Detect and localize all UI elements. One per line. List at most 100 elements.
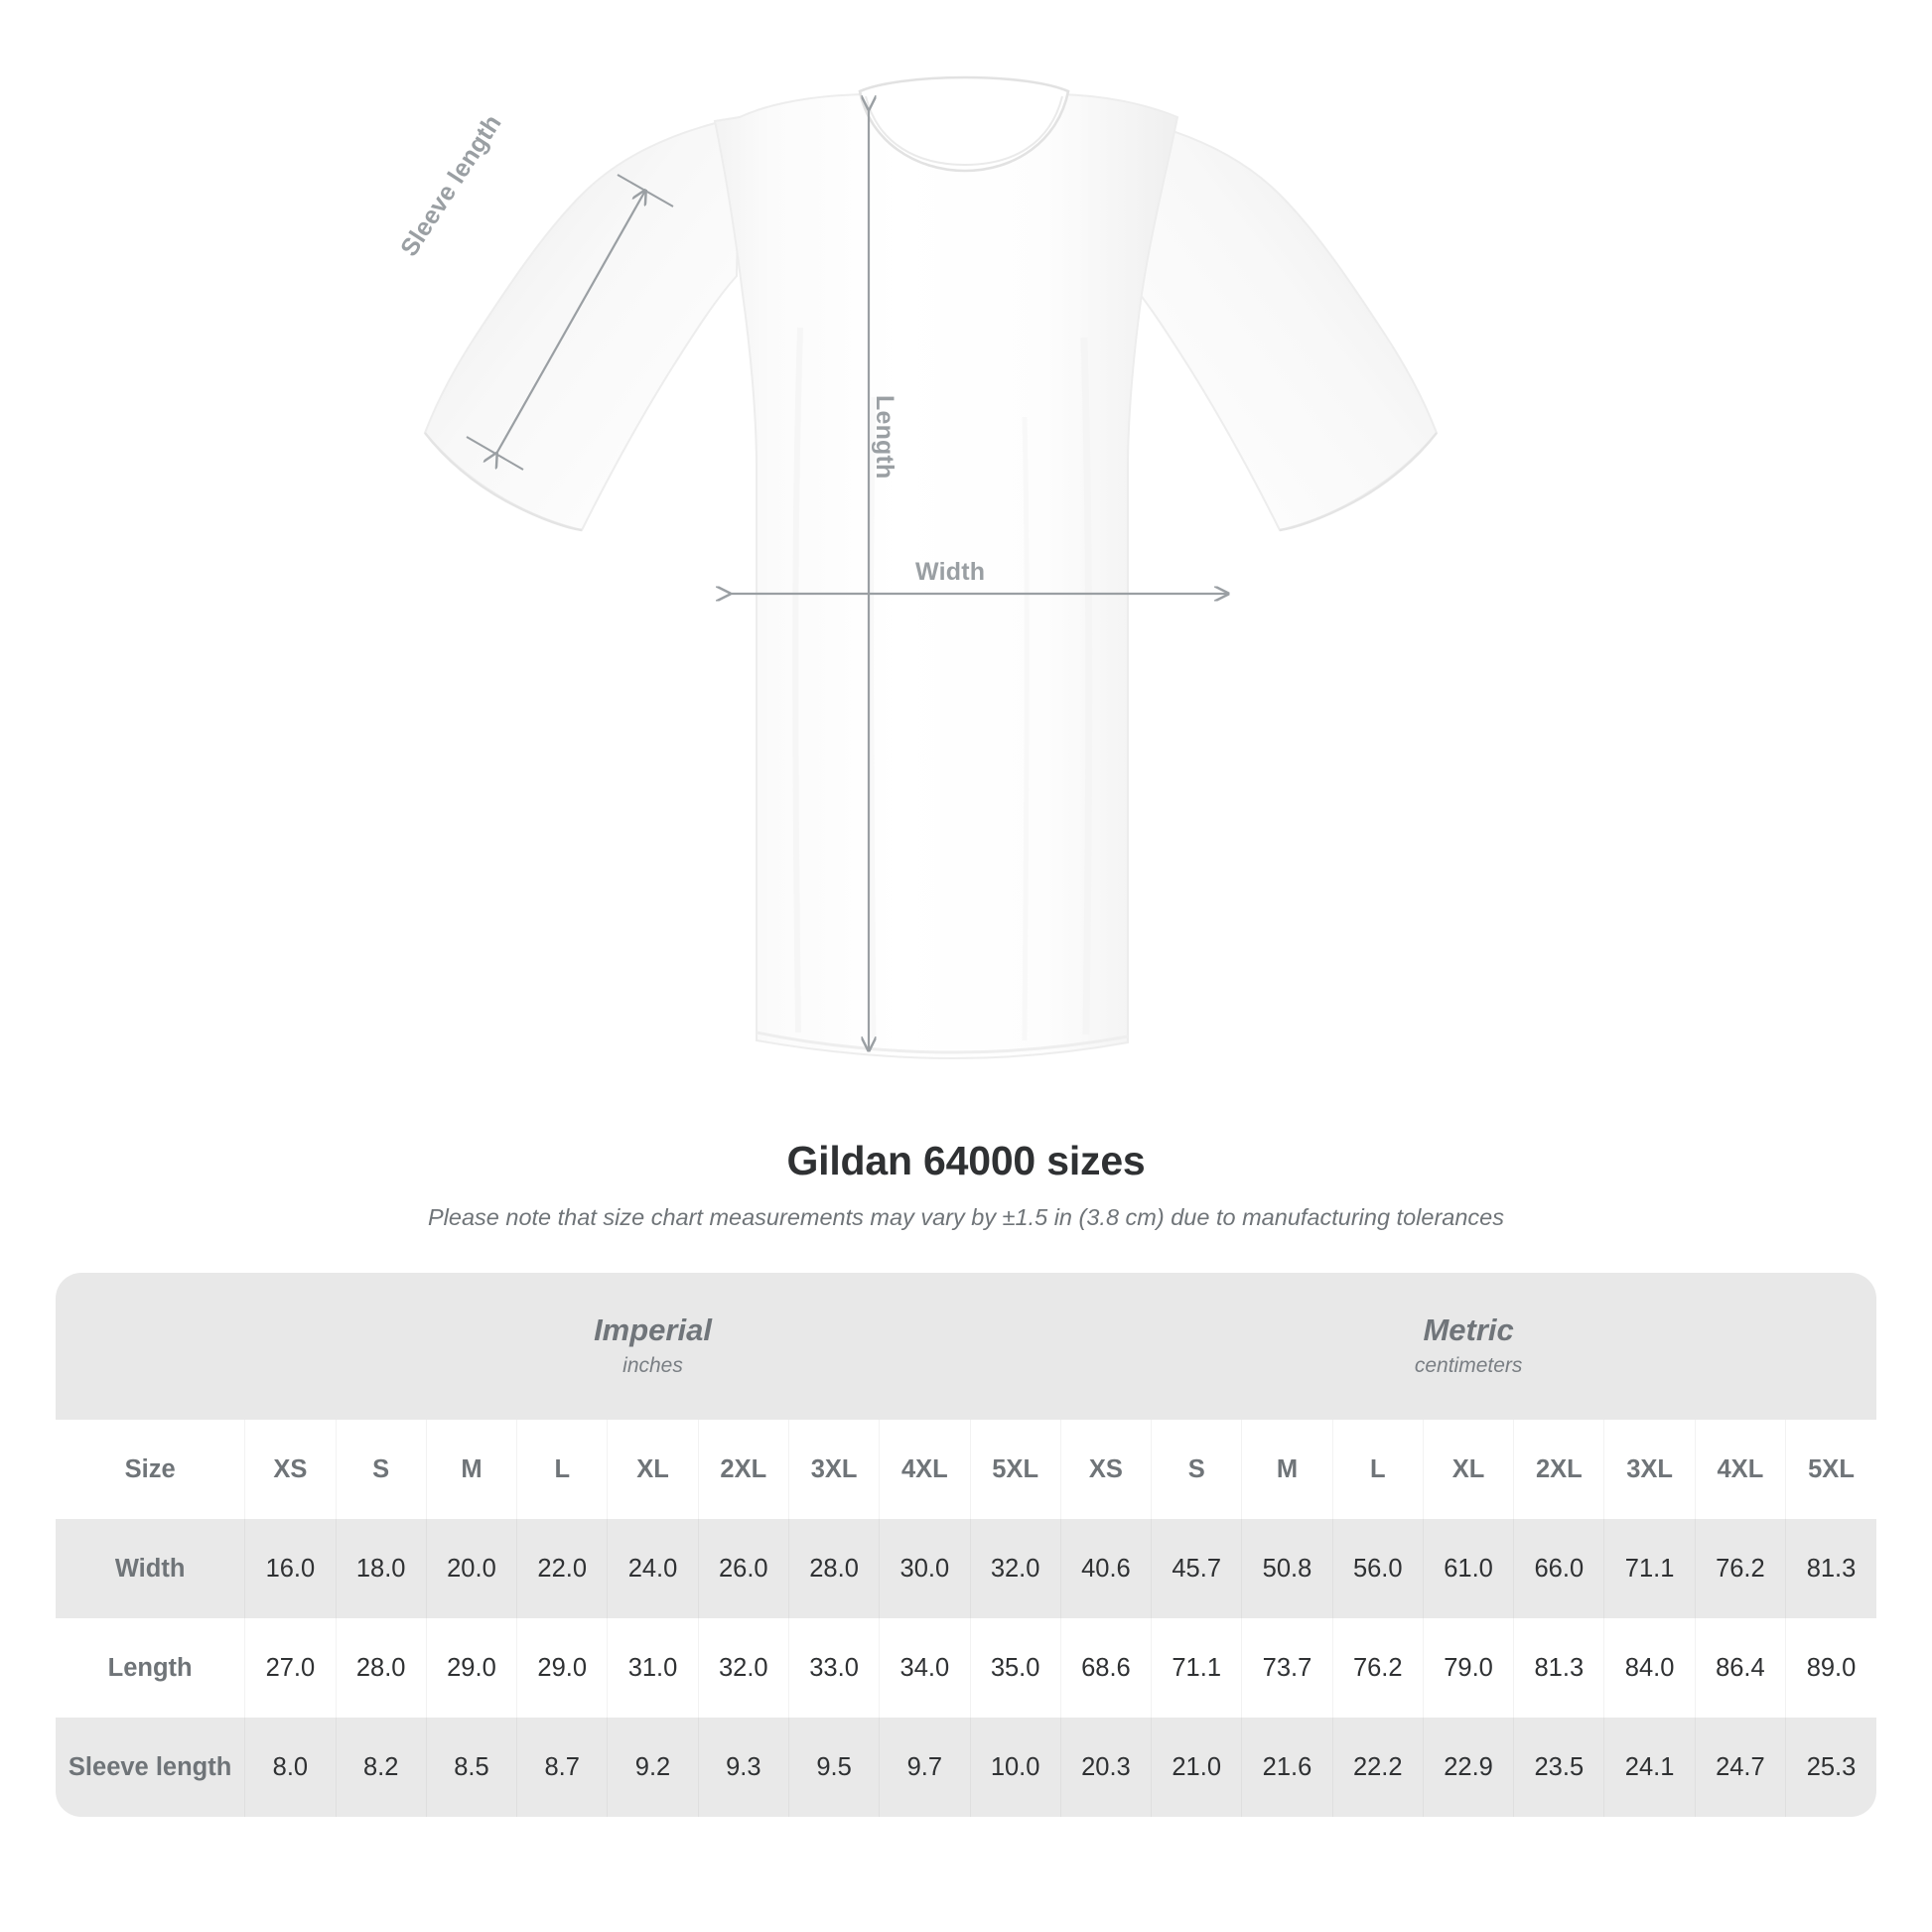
cell-width-metric-m: 50.8 (1241, 1519, 1333, 1618)
cell-width-imperial-xs: 16.0 (244, 1519, 337, 1618)
cell-length-imperial-4xl: 34.0 (879, 1618, 970, 1718)
size-header-row: Size XS S M L XL 2XL 3XL 4XL 5XL XS S M L XL 2XL 3XL 4XL 5… (56, 1420, 1876, 1519)
cell-sleeve-length-imperial-4xl: 9.7 (879, 1718, 970, 1817)
size-column-header-imperial-3xl: 3XL (787, 1420, 880, 1519)
size-column-header-imperial-s: S (335, 1420, 427, 1519)
unit-group-imperial: Imperial inches (244, 1273, 1061, 1420)
cell-width-imperial-3xl: 28.0 (787, 1519, 880, 1618)
row-header-length: Length (56, 1618, 245, 1718)
cell-sleeve-length-metric-xs: 20.3 (1059, 1718, 1152, 1817)
size-column-header-imperial-m: M (425, 1420, 517, 1519)
cell-sleeve-length-metric-s: 21.0 (1151, 1718, 1242, 1817)
cell-length-metric-4xl: 86.4 (1694, 1618, 1786, 1718)
cell-width-imperial-s: 18.0 (335, 1519, 427, 1618)
cell-sleeve-length-imperial-5xl: 10.0 (969, 1718, 1061, 1817)
cell-length-imperial-5xl: 35.0 (969, 1618, 1061, 1718)
cell-width-imperial-l: 22.0 (516, 1519, 608, 1618)
table-row: Length 27.0 28.0 29.0 29.0 31.0 32.0 33.0 34.0 35… (56, 1618, 1876, 1718)
size-column-header-metric-m: M (1241, 1420, 1333, 1519)
cell-length-imperial-2xl: 32.0 (697, 1618, 789, 1718)
size-column-header-metric-xs: XS (1059, 1420, 1152, 1519)
unit-header-spacer (56, 1273, 245, 1420)
size-column-header-imperial-xl: XL (607, 1420, 699, 1519)
size-column-header-imperial-2xl: 2XL (697, 1420, 789, 1519)
size-column-header-imperial-5xl: 5XL (969, 1420, 1061, 1519)
cell-width-metric-xl: 61.0 (1422, 1519, 1514, 1618)
cell-sleeve-length-metric-l: 22.2 (1331, 1718, 1424, 1817)
row-header-width: Width (56, 1519, 245, 1618)
chart-heading-block: Gildan 64000 sizes Please note that size… (0, 1138, 1932, 1231)
table-row: Sleeve length 8.0 8.2 8.5 8.7 9.2 9.3 9.5 9.7 10.… (56, 1718, 1876, 1817)
row-header-sleeve-length: Sleeve length (56, 1718, 245, 1817)
cell-length-imperial-s: 28.0 (335, 1618, 427, 1718)
cell-sleeve-length-imperial-l: 8.7 (516, 1718, 608, 1817)
size-column-header-metric-xl: XL (1422, 1420, 1514, 1519)
size-column-header-imperial-xs: XS (244, 1420, 337, 1519)
cell-sleeve-length-imperial-s: 8.2 (335, 1718, 427, 1817)
cell-sleeve-length-imperial-xl: 9.2 (607, 1718, 699, 1817)
cell-width-imperial-5xl: 32.0 (969, 1519, 1061, 1618)
cell-sleeve-length-metric-4xl: 24.7 (1694, 1718, 1786, 1817)
cell-length-metric-3xl: 84.0 (1603, 1618, 1696, 1718)
cell-length-imperial-xl: 31.0 (607, 1618, 699, 1718)
cell-sleeve-length-metric-2xl: 23.5 (1513, 1718, 1604, 1817)
cell-length-metric-m: 73.7 (1241, 1618, 1333, 1718)
unit-group-unit: centimeters (1414, 1353, 1523, 1377)
size-column-header-imperial-4xl: 4XL (879, 1420, 970, 1519)
cell-width-metric-l: 56.0 (1331, 1519, 1424, 1618)
tolerance-note: Please note that size chart measurements… (428, 1204, 1504, 1230)
cell-sleeve-length-imperial-3xl: 9.5 (787, 1718, 880, 1817)
table-row: Width 16.0 18.0 20.0 22.0 24.0 26.0 28.0 30.0 32.… (56, 1519, 1876, 1618)
page-title: Gildan 64000 sizes (786, 1138, 1146, 1183)
cell-length-imperial-xs: 27.0 (244, 1618, 337, 1718)
cell-sleeve-length-metric-5xl: 25.3 (1785, 1718, 1876, 1817)
cell-length-metric-5xl: 89.0 (1785, 1618, 1876, 1718)
cell-sleeve-length-imperial-m: 8.5 (425, 1718, 517, 1817)
unit-group-name: Metric (1423, 1311, 1514, 1347)
tshirt-illustration: Sleeve length Length Width (395, 75, 1439, 1060)
cell-length-metric-s: 71.1 (1151, 1618, 1242, 1718)
cell-sleeve-length-metric-xl: 22.9 (1422, 1718, 1514, 1817)
size-column-header-metric-3xl: 3XL (1603, 1420, 1696, 1519)
unit-group-name: Imperial (594, 1311, 712, 1347)
cell-width-imperial-xl: 24.0 (607, 1519, 699, 1618)
cell-width-metric-xs: 40.6 (1059, 1519, 1152, 1618)
cell-sleeve-length-imperial-2xl: 9.3 (697, 1718, 789, 1817)
cell-length-imperial-3xl: 33.0 (787, 1618, 880, 1718)
cell-length-imperial-l: 29.0 (516, 1618, 608, 1718)
size-column-header-metric-l: L (1331, 1420, 1424, 1519)
cell-width-imperial-2xl: 26.0 (697, 1519, 789, 1618)
cell-width-metric-4xl: 76.2 (1694, 1519, 1786, 1618)
size-column-header-metric-4xl: 4XL (1694, 1420, 1786, 1519)
size-column-header-imperial-l: L (516, 1420, 608, 1519)
cell-width-metric-5xl: 81.3 (1785, 1519, 1876, 1618)
size-column-header-metric-5xl: 5XL (1785, 1420, 1876, 1519)
unit-group-metric: Metric centimeters (1060, 1273, 1876, 1420)
cell-sleeve-length-metric-3xl: 24.1 (1603, 1718, 1696, 1817)
cell-sleeve-length-metric-m: 21.6 (1241, 1718, 1333, 1817)
size-chart-table: Imperial inches Metric centimeters Size XS S M L… (56, 1273, 1876, 1817)
tshirt-right-sleeve (1120, 115, 1439, 532)
unit-group-unit: inches (622, 1353, 683, 1377)
cell-width-imperial-m: 20.0 (425, 1519, 517, 1618)
cell-length-metric-xl: 79.0 (1422, 1618, 1514, 1718)
sleeve-length-measurement-line (466, 174, 674, 471)
width-label: Width (915, 558, 986, 586)
size-table-container: Imperial inches Metric centimeters Size XS S M L… (56, 1273, 1876, 1817)
size-column-header-metric-s: S (1151, 1420, 1242, 1519)
cell-length-metric-2xl: 81.3 (1513, 1618, 1604, 1718)
tshirt-diagram-svg (423, 75, 1439, 1060)
cell-width-imperial-4xl: 30.0 (879, 1519, 970, 1618)
cell-sleeve-length-imperial-xs: 8.0 (244, 1718, 337, 1817)
cell-width-metric-2xl: 66.0 (1513, 1519, 1604, 1618)
cell-length-imperial-m: 29.0 (425, 1618, 517, 1718)
row-header-size: Size (56, 1420, 245, 1519)
cell-length-metric-l: 76.2 (1331, 1618, 1424, 1718)
size-column-header-metric-2xl: 2XL (1513, 1420, 1604, 1519)
cell-width-metric-3xl: 71.1 (1603, 1519, 1696, 1618)
cell-width-metric-s: 45.7 (1151, 1519, 1242, 1618)
cell-length-metric-xs: 68.6 (1059, 1618, 1152, 1718)
unit-group-header-row: Imperial inches Metric centimeters (56, 1273, 1876, 1420)
length-label: Length (871, 395, 898, 480)
